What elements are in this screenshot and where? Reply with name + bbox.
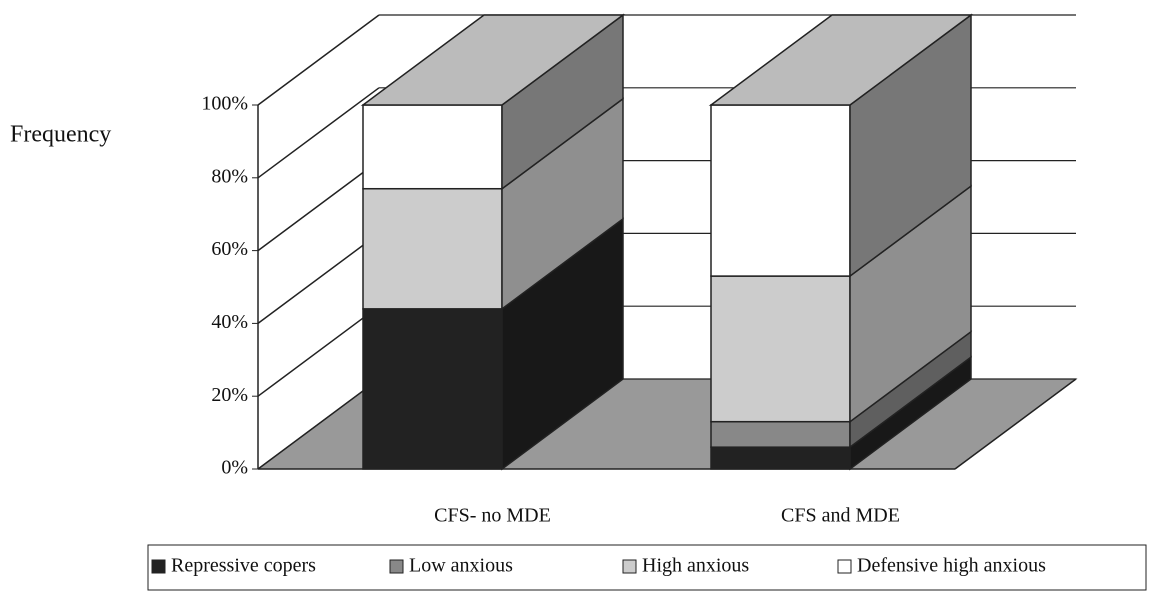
legend-swatch <box>622 559 637 574</box>
grid-line <box>257 159 380 252</box>
bar-segment <box>362 308 503 470</box>
legend-swatch <box>389 559 404 574</box>
legend-label: High anxious <box>642 555 749 577</box>
grid-line <box>257 232 380 325</box>
legend-label: Repressive copers <box>171 555 316 577</box>
y-tick-label: 40% <box>211 311 248 333</box>
bar-top <box>360 14 626 106</box>
x-tick-label: CFS and MDE <box>781 505 900 527</box>
y-tick-label: 80% <box>211 165 248 187</box>
bar-segment <box>362 104 503 190</box>
legend-swatch <box>837 559 852 574</box>
bar-top <box>708 14 974 106</box>
y-axis-label: Frequency <box>10 122 111 148</box>
bar-segment <box>710 275 851 423</box>
y-tick-label: 100% <box>201 93 248 115</box>
bar-segment <box>362 187 503 310</box>
grid-line <box>257 87 380 179</box>
y-tick-label: 60% <box>211 238 248 260</box>
bar-segment <box>710 104 851 277</box>
x-axis-depth <box>954 378 1077 470</box>
x-tick-label: CFS- no MDE <box>434 505 551 527</box>
legend-label: Low anxious <box>409 555 513 577</box>
legend-box <box>147 544 1147 591</box>
bar-segment <box>710 420 851 448</box>
legend-swatch <box>151 559 166 574</box>
grid-line <box>257 305 380 397</box>
legend-label: Defensive high anxious <box>857 555 1046 577</box>
grid-line <box>257 378 380 470</box>
grid-line <box>257 14 380 106</box>
bar-segment <box>710 446 851 470</box>
y-tick-label: 0% <box>221 457 248 479</box>
y-tick-label: 20% <box>211 384 248 406</box>
